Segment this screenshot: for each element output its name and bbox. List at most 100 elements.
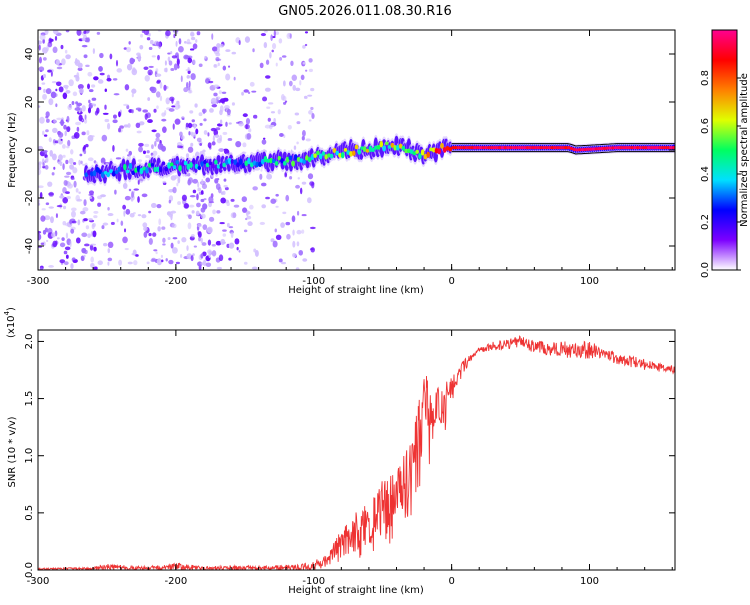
- ridge-core: [492, 146, 497, 150]
- ridge-core: [445, 145, 450, 151]
- spectrogram-speckle: [125, 148, 129, 152]
- spectrogram-speckle: [45, 111, 50, 118]
- spectrogram-speckle: [260, 182, 267, 187]
- spectrogram-speckle: [216, 210, 221, 214]
- spectrogram-speckle: [83, 54, 88, 59]
- y-tick-label: 1.5: [24, 391, 35, 407]
- ridge-core: [503, 146, 508, 150]
- spectrogram-speckle: [165, 258, 168, 262]
- spectrogram-speckle: [101, 225, 105, 230]
- spectrogram-speckle: [218, 148, 225, 152]
- ridge-core: [630, 146, 635, 150]
- spectrogram-speckle: [222, 65, 227, 71]
- spectrogram-speckle: [270, 238, 275, 243]
- spectrogram-speckle: [50, 216, 54, 224]
- spectrogram-speckle: [76, 30, 82, 36]
- ridge-core: [495, 146, 499, 150]
- ridge-core: [396, 144, 400, 151]
- spectrogram-speckle: [168, 189, 174, 193]
- spectrogram-speckle: [216, 177, 220, 181]
- ridge-core: [638, 146, 643, 150]
- ridge-core: [189, 162, 193, 169]
- spectrogram-speckle: [208, 80, 214, 84]
- spectrogram-speckle: [165, 30, 171, 37]
- ridge-core: [114, 170, 119, 175]
- ridge-core: [600, 146, 604, 151]
- spectrogram-speckle: [106, 122, 111, 130]
- spectrogram-speckle: [48, 265, 55, 268]
- spectrogram-speckle: [38, 145, 44, 151]
- spectrogram-speckle: [78, 88, 84, 94]
- spectrogram-speckle: [52, 240, 58, 247]
- spectrogram-speckle: [112, 119, 118, 124]
- ridge-core: [274, 161, 279, 166]
- snr-x-label: Height of straight line (km): [288, 585, 424, 596]
- spectrogram-speckle: [200, 261, 205, 266]
- ridge-core: [611, 146, 615, 150]
- spectrogram-speckle: [265, 75, 271, 79]
- spectrogram-speckle: [199, 122, 203, 126]
- ridge-core: [478, 146, 483, 150]
- ridge-core: [219, 162, 224, 169]
- ridge-core: [379, 140, 384, 148]
- spectrogram-speckle: [252, 48, 255, 53]
- spectrogram-speckle: [216, 58, 222, 61]
- spectrogram-speckle: [63, 84, 69, 89]
- ridge-core: [517, 146, 521, 150]
- spectrogram-speckle: [292, 240, 296, 248]
- ridge-core: [660, 146, 665, 150]
- spectrogram-speckle: [265, 59, 270, 65]
- spectrogram-speckle: [150, 86, 157, 94]
- spectrogram-speckle: [203, 130, 208, 135]
- ridge-core: [288, 155, 293, 161]
- spectrogram-speckle: [201, 108, 207, 114]
- spectrogram-speckle: [209, 108, 214, 113]
- spectrogram-speckle: [292, 229, 295, 236]
- spectrogram-speckle: [190, 142, 194, 147]
- ridge-core: [613, 146, 618, 150]
- spectrogram-speckle: [167, 236, 171, 241]
- spectrogram-speckle: [45, 156, 49, 163]
- spectrogram-speckle: [44, 30, 49, 36]
- spectrogram-speckle: [97, 195, 103, 200]
- spectrogram-speckle: [113, 114, 117, 119]
- spectrogram-speckle: [82, 207, 89, 212]
- chart-title: GN05.2026.011.08.30.R16: [278, 4, 452, 19]
- spectrogram-speckle: [293, 145, 297, 150]
- spectrogram-speckle: [292, 253, 297, 258]
- spectrogram-speckle: [143, 231, 148, 238]
- spectrogram-speckle: [188, 80, 191, 88]
- spectrogram-speckle: [71, 100, 75, 105]
- spectrogram-speckle: [158, 218, 162, 226]
- spectrogram-speckle: [224, 187, 229, 191]
- spectrogram-speckle: [178, 46, 184, 53]
- spectrogram-speckle: [196, 202, 201, 208]
- ridge-core: [120, 166, 124, 172]
- spectrogram-speckle: [230, 231, 234, 239]
- ridge-core: [238, 158, 243, 165]
- spectrogram-speckle: [283, 134, 286, 139]
- snr-multiplier-base: (x104): [3, 307, 17, 338]
- spectrogram-speckle: [87, 135, 94, 142]
- spectrogram-speckle: [141, 214, 147, 219]
- ridge-core: [409, 149, 414, 155]
- ridge-core: [255, 161, 260, 168]
- spectrogram-speckle: [287, 124, 292, 130]
- spectrogram-speckle: [38, 40, 42, 45]
- spectrogram-speckle: [60, 119, 64, 127]
- spectrogram-speckle: [213, 64, 217, 67]
- ridge-core: [418, 153, 422, 160]
- ridge-core: [92, 170, 97, 177]
- ridge-core: [354, 144, 359, 150]
- x-tick-label: -300: [27, 276, 50, 287]
- spectrogram-speckle: [187, 146, 194, 153]
- spectrogram-speckle: [307, 197, 312, 204]
- spectrogram-speckle: [57, 131, 64, 138]
- ridge-core: [437, 148, 442, 155]
- spectrogram-speckle: [144, 74, 150, 82]
- spectrogram-speckle: [92, 222, 96, 228]
- spectrogram-speckle: [92, 230, 97, 238]
- spectrogram-speckle: [72, 161, 77, 166]
- spectrogram-speckle: [242, 207, 248, 213]
